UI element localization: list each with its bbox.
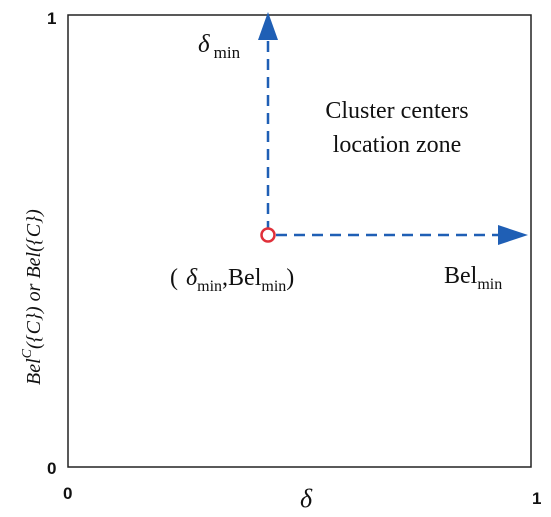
point-coordinate-label: (δmin,Belmin) bbox=[170, 265, 294, 295]
delta-min-symbol: δ bbox=[198, 31, 210, 58]
point-delta-symbol: δ bbox=[186, 265, 198, 291]
delta-min-label: δ min bbox=[198, 31, 241, 62]
point-delta-subscript: min bbox=[197, 278, 222, 295]
y-axis-label-main: Bel bbox=[23, 358, 45, 385]
zone-label-line1: Cluster centers bbox=[325, 98, 468, 124]
y-axis-label-rest: ({C}) or Bel({C}) bbox=[23, 209, 45, 349]
zone-label-line2: location zone bbox=[333, 132, 462, 158]
x-axis-label: δ bbox=[300, 484, 313, 513]
y-axis-label-sup: C bbox=[20, 348, 35, 358]
x-tick-0: 0 bbox=[63, 484, 72, 503]
plot-frame bbox=[67, 14, 532, 468]
up-arrowhead-icon bbox=[258, 12, 278, 40]
point-close-paren: ) bbox=[286, 265, 294, 291]
x-tick-1: 1 bbox=[532, 489, 541, 508]
point-bel-text: ,Bel bbox=[222, 265, 262, 291]
right-arrowhead-icon bbox=[498, 225, 528, 245]
bel-min-subscript: min bbox=[477, 276, 502, 293]
bel-min-main: Bel bbox=[444, 263, 478, 289]
threshold-point-marker bbox=[260, 227, 276, 243]
point-open-paren: ( bbox=[170, 265, 178, 291]
y-axis-label: BelC({C}) or Bel({C}) bbox=[20, 209, 45, 385]
y-tick-0: 0 bbox=[47, 459, 56, 478]
bel-min-label: Belmin bbox=[444, 263, 502, 293]
y-tick-1: 1 bbox=[47, 9, 56, 28]
delta-min-subscript: min bbox=[214, 43, 241, 62]
point-bel-subscript: min bbox=[261, 278, 286, 295]
